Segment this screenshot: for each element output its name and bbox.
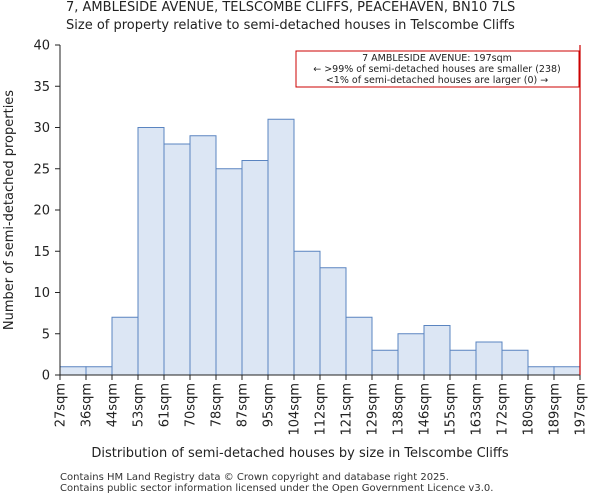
x-axis-label: Distribution of semi-detached houses by … [91, 446, 508, 461]
y-axis-label: Number of semi-detached properties [2, 90, 17, 330]
histogram-bar [215, 168, 243, 376]
x-tick-label: 36sqm [80, 383, 95, 427]
chart-title: 7, AMBLESIDE AVENUE, TELSCOMBE CLIFFS, P… [66, 0, 516, 15]
histogram-bar [293, 250, 321, 376]
x-tick-label: 172sqm [496, 383, 511, 436]
histogram-bar [111, 316, 139, 376]
histogram-bar [85, 366, 113, 376]
histogram-bar [137, 127, 165, 376]
x-tick-label: 189sqm [548, 383, 563, 436]
histogram-bar [267, 118, 295, 376]
x-tick-label: 138sqm [392, 383, 407, 436]
y-tick-label: 20 [33, 204, 50, 219]
x-tick-label: 197sqm [574, 383, 589, 436]
annotation-line: <1% of semi-detached houses are larger (… [326, 75, 548, 86]
histogram-bar [59, 366, 87, 376]
chart-subtitle: Size of property relative to semi-detach… [66, 18, 515, 33]
x-tick-label: 104sqm [288, 383, 303, 436]
x-tick-label: 61sqm [158, 383, 173, 427]
x-tick-label: 155sqm [444, 383, 459, 436]
histogram-bar [527, 366, 555, 376]
y-tick-label: 25 [33, 162, 50, 177]
y-tick-label: 30 [33, 121, 50, 136]
x-tick-label: 78sqm [210, 383, 225, 427]
histogram-bar [371, 349, 399, 376]
histogram-bar [475, 341, 503, 376]
y-tick-label: 40 [33, 39, 50, 54]
x-tick-label: 121sqm [340, 383, 355, 436]
y-tick-label: 10 [33, 286, 50, 301]
histogram-bar [345, 316, 373, 376]
x-tick-label: 146sqm [418, 383, 433, 436]
histogram-bar [163, 143, 191, 376]
x-tick-label: 53sqm [132, 383, 147, 427]
histogram-bar [241, 160, 269, 376]
annotation-line: ← >99% of semi-detached houses are small… [313, 64, 561, 75]
y-tick-label: 35 [33, 80, 50, 95]
footer-attribution-1: Contains HM Land Registry data © Crown c… [60, 472, 449, 483]
histogram-bar [397, 333, 425, 376]
x-tick-label: 87sqm [236, 383, 251, 427]
x-tick-label: 112sqm [314, 383, 329, 436]
y-tick-label: 15 [33, 245, 50, 260]
annotation-line: 7 AMBLESIDE AVENUE: 197sqm [362, 53, 512, 64]
x-tick-label: 129sqm [366, 383, 381, 436]
y-tick-label: 5 [42, 327, 50, 342]
histogram-bar [449, 349, 477, 376]
histogram-bar [501, 349, 529, 376]
x-tick-label: 44sqm [106, 383, 121, 427]
x-tick-label: 70sqm [184, 383, 199, 427]
x-tick-label: 163sqm [470, 383, 485, 436]
annotation-box [295, 50, 580, 88]
histogram-bar [189, 135, 217, 376]
footer-attribution-2: Contains public sector information licen… [60, 483, 494, 494]
x-tick-label: 27sqm [54, 383, 69, 427]
x-tick-label: 95sqm [262, 383, 277, 427]
histogram-bar [423, 325, 451, 376]
x-tick-label: 180sqm [522, 383, 537, 436]
histogram-bar [553, 366, 581, 376]
y-tick-label: 0 [42, 369, 50, 384]
histogram-bar [319, 267, 347, 376]
